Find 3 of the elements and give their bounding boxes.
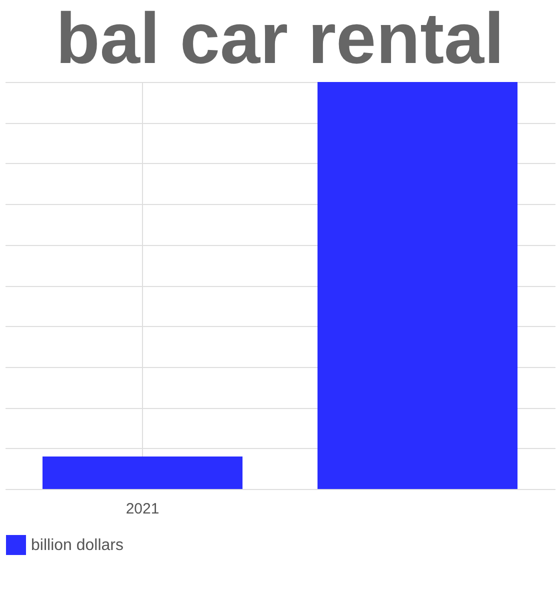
chart-title: bal car rental xyxy=(56,0,504,79)
x-tick-label: 2021 xyxy=(126,500,160,518)
legend-label: billion dollars xyxy=(31,537,124,554)
